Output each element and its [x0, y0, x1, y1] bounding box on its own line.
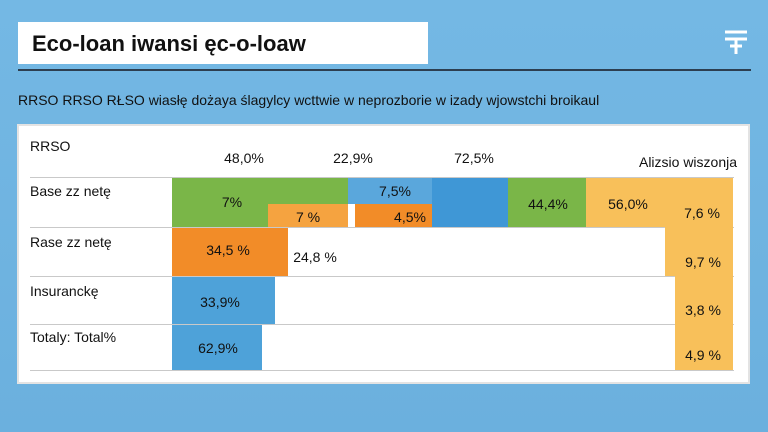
- subtitle: RRSO RRSO RŁSO wiasłę dożaya ślagylcy wc…: [18, 92, 600, 108]
- cell: 33,9%: [200, 294, 240, 310]
- cell: 3,8 %: [685, 302, 721, 318]
- title-box: Eco-loan iwansi ęc-o-loaw: [18, 22, 428, 64]
- divider: [18, 69, 751, 71]
- row-line: [30, 370, 734, 371]
- row-label: Rase zz netę: [30, 234, 112, 250]
- cell: 44,4%: [528, 196, 568, 212]
- column-header: 22,9%: [333, 150, 373, 166]
- row-line: [30, 276, 734, 277]
- light-orange-block: [586, 178, 665, 227]
- orange-block: [355, 204, 432, 227]
- title: Eco-loan iwansi ęc-o-loaw: [32, 31, 306, 56]
- row-line: [30, 177, 734, 178]
- blue-block: [348, 178, 432, 204]
- cell: 7 %: [295, 209, 321, 225]
- cell: 4,5%: [394, 209, 426, 225]
- blue-block: [432, 178, 508, 227]
- cell: 7%: [221, 194, 243, 210]
- row-label: Totaly: Total%: [30, 329, 117, 345]
- orange-block: [172, 228, 288, 276]
- row-label: Insuranckę: [30, 283, 99, 299]
- cell: 7,5%: [379, 183, 411, 199]
- cell: 24,8 %: [293, 249, 337, 265]
- cell: 7,6 %: [684, 205, 720, 221]
- blue-block: [172, 325, 262, 370]
- row-line: [30, 324, 734, 325]
- green-block: [508, 178, 586, 227]
- cell: 62,9%: [198, 340, 238, 356]
- orange-block: [268, 204, 348, 227]
- cell: 34,5 %: [206, 242, 250, 258]
- row-line: [30, 227, 734, 228]
- light-orange-block: [665, 178, 733, 276]
- side-header: Alizsio wiszonja: [638, 154, 738, 170]
- cell: 9,7 %: [685, 254, 721, 270]
- corner-label: RRSO: [30, 138, 71, 154]
- menu-icon[interactable]: [722, 28, 750, 56]
- row-label: Base zz netę: [30, 183, 111, 199]
- blue-block: [172, 277, 275, 324]
- light-orange-block: [675, 276, 733, 370]
- cell: 56,0%: [608, 196, 648, 212]
- cell: 4,9 %: [685, 347, 721, 363]
- column-header: 48,0%: [224, 150, 264, 166]
- table-panel: [17, 124, 750, 384]
- column-header: 72,5%: [454, 150, 494, 166]
